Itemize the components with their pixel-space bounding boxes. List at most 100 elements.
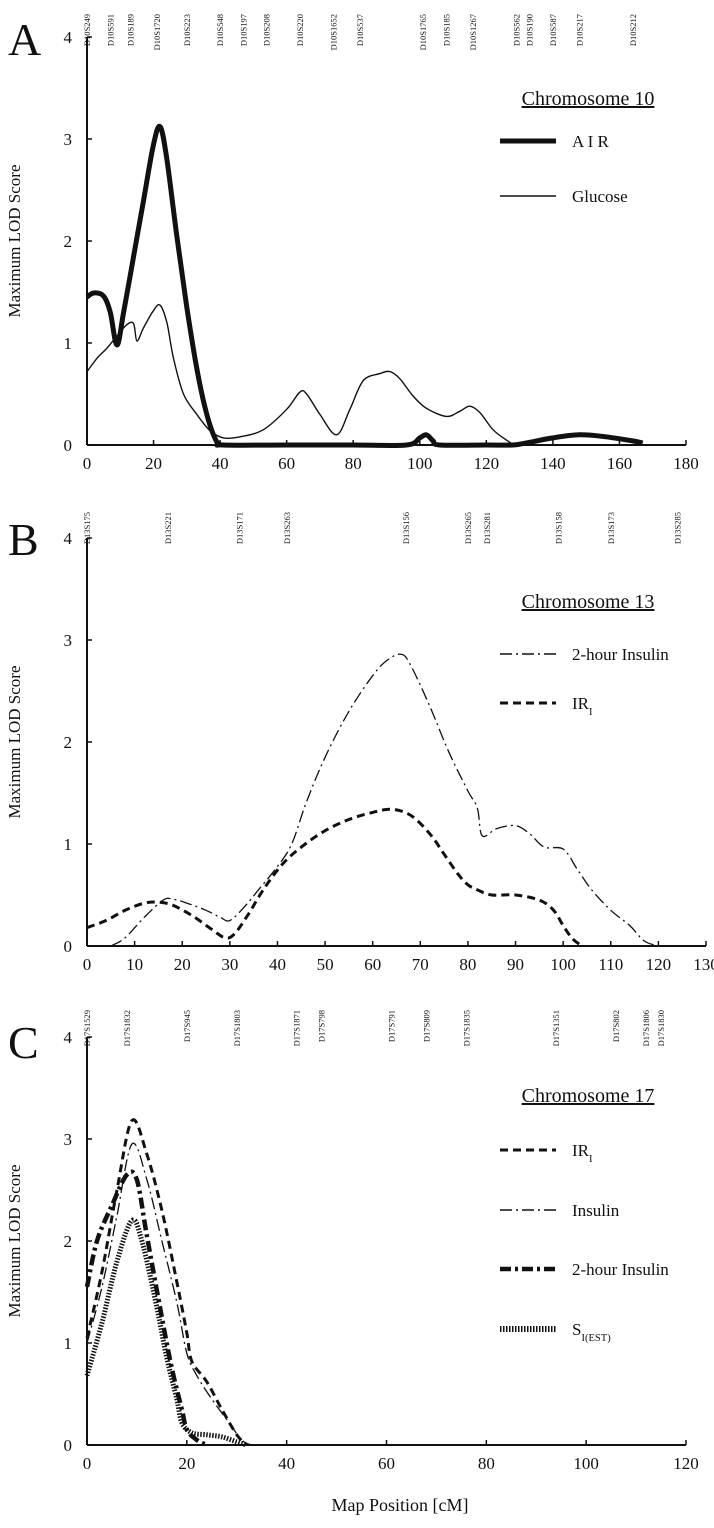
marker-label: D10S1765 <box>418 14 428 50</box>
marker-label: D17S1806 <box>641 1010 651 1046</box>
y-tick-label: 1 <box>64 835 73 854</box>
legend-label: 2-hour Insulin <box>572 1260 669 1279</box>
x-tick-label: 120 <box>474 454 500 473</box>
marker-label: D17S802 <box>611 1010 621 1042</box>
series-line <box>86 1142 252 1446</box>
x-tick-label: 130 <box>693 955 714 974</box>
x-tick-label: 10 <box>126 955 143 974</box>
y-axis-label: Maximum LOD Score <box>5 165 24 318</box>
x-tick-label: 0 <box>83 955 92 974</box>
marker-label: D13S173 <box>606 512 616 544</box>
marker-label: D13S175 <box>82 512 92 544</box>
marker-label: D10S208 <box>262 14 272 46</box>
y-tick-label: 4 <box>64 28 73 47</box>
marker-label: D10S217 <box>575 14 585 46</box>
marker-label: D13S158 <box>553 512 563 544</box>
chromosome-title: Chromosome 17 <box>522 1085 655 1107</box>
y-tick-label: 0 <box>64 436 73 455</box>
marker-label: D10S591 <box>105 14 115 46</box>
marker-label: D17S809 <box>421 1010 431 1042</box>
y-tick-label: 1 <box>64 334 73 353</box>
x-tick-label: 60 <box>278 454 295 473</box>
marker-label: D17S1830 <box>656 1010 666 1046</box>
marker-label: D10S220 <box>295 14 305 46</box>
y-tick-label: 4 <box>64 529 73 548</box>
panel-a: A 0 20 40 60 80 100 120 140 160 180 0 1 2 3 4 Maximum LO… <box>5 14 699 473</box>
marker-label: D13S156 <box>401 512 411 544</box>
x-tick-label: 100 <box>550 955 576 974</box>
marker-label: D13S263 <box>282 512 292 544</box>
legend-label: 2-hour Insulin <box>572 645 669 664</box>
legend-label: SI(EST) <box>572 1320 611 1344</box>
marker-label: D17S945 <box>182 1010 192 1042</box>
marker-label: D17S798 <box>317 1010 327 1042</box>
marker-label: D10S562 <box>511 14 521 46</box>
x-tick-label: 100 <box>573 1454 599 1473</box>
y-tick-label: 0 <box>64 1436 73 1455</box>
marker-label: D10S197 <box>238 14 248 46</box>
x-axis-label: Map Position [cM] <box>332 1495 469 1515</box>
x-tick-label: 180 <box>673 454 699 473</box>
y-tick-label: 1 <box>64 1334 73 1353</box>
x-tick-label: 140 <box>540 454 566 473</box>
marker-label: D10S1720 <box>152 14 162 50</box>
marker-label: D10S185 <box>441 14 451 46</box>
marker-label: D10S587 <box>548 14 558 46</box>
marker-label: D10S249 <box>82 14 92 46</box>
y-tick-label: 2 <box>64 232 73 251</box>
legend-label: Glucose <box>572 187 628 206</box>
marker-label: D17S791 <box>386 1010 396 1042</box>
series-line <box>85 123 644 449</box>
marker-label: D10S223 <box>182 14 192 46</box>
x-tick-label: 50 <box>317 955 334 974</box>
marker-label: D17S1803 <box>232 1010 242 1046</box>
y-axis-label: Maximum LOD Score <box>5 1165 24 1318</box>
marker-label: D13S171 <box>234 512 244 544</box>
y-tick-label: 2 <box>64 1232 73 1251</box>
chromosome-title: Chromosome 13 <box>522 591 655 613</box>
legend-label: A I R <box>572 132 610 151</box>
y-tick-label: 0 <box>64 937 73 956</box>
y-tick-label: 3 <box>64 1130 73 1149</box>
x-tick-label: 60 <box>364 955 381 974</box>
panel-b: B 0 10 20 30 40 50 60 70 80 90 100 110 120 130 0 1 2 3 4 Max… <box>5 512 714 974</box>
marker-label: D10S1267 <box>468 14 478 50</box>
x-tick-label: 120 <box>673 1454 699 1473</box>
panel-letter-a: A <box>8 14 41 65</box>
legend-label: Insulin <box>572 1201 620 1220</box>
x-tick-label: 0 <box>83 1454 92 1473</box>
x-tick-label: 70 <box>412 955 429 974</box>
chromosome-title: Chromosome 10 <box>522 88 655 110</box>
x-tick-label: 80 <box>478 1454 495 1473</box>
marker-label: D17S1871 <box>292 1010 302 1046</box>
panel-c: C 0 20 40 60 80 100 120 0 1 2 3 4 Maximum LOD Score D1… <box>5 1010 699 1473</box>
marker-label: D10S212 <box>628 14 638 46</box>
marker-label: D10S189 <box>125 14 135 46</box>
series-line <box>86 807 584 948</box>
x-tick-label: 40 <box>278 1454 295 1473</box>
x-tick-label: 20 <box>145 454 162 473</box>
marker-label: D10S537 <box>355 14 365 46</box>
marker-label: D10S548 <box>215 14 225 46</box>
x-tick-label: 100 <box>407 454 433 473</box>
y-axis-label: Maximum LOD Score <box>5 666 24 819</box>
legend-label: IRI <box>572 694 593 718</box>
y-tick-label: 3 <box>64 631 73 650</box>
marker-label: D10S190 <box>525 14 535 46</box>
x-tick-label: 20 <box>174 955 191 974</box>
x-tick-label: 20 <box>178 1454 195 1473</box>
series-line <box>84 1217 248 1448</box>
panel-letter-c: C <box>8 1017 39 1068</box>
y-tick-label: 2 <box>64 733 73 752</box>
y-tick-label: 3 <box>64 130 73 149</box>
marker-label: D13S221 <box>163 512 173 544</box>
marker-label: D17S1832 <box>122 1010 132 1046</box>
marker-label: D13S265 <box>463 512 473 544</box>
x-tick-label: 80 <box>459 955 476 974</box>
series-line <box>85 1118 248 1447</box>
series-line <box>86 303 643 447</box>
x-tick-label: 0 <box>83 454 92 473</box>
panel-letter-b: B <box>8 514 39 565</box>
x-tick-label: 30 <box>221 955 238 974</box>
